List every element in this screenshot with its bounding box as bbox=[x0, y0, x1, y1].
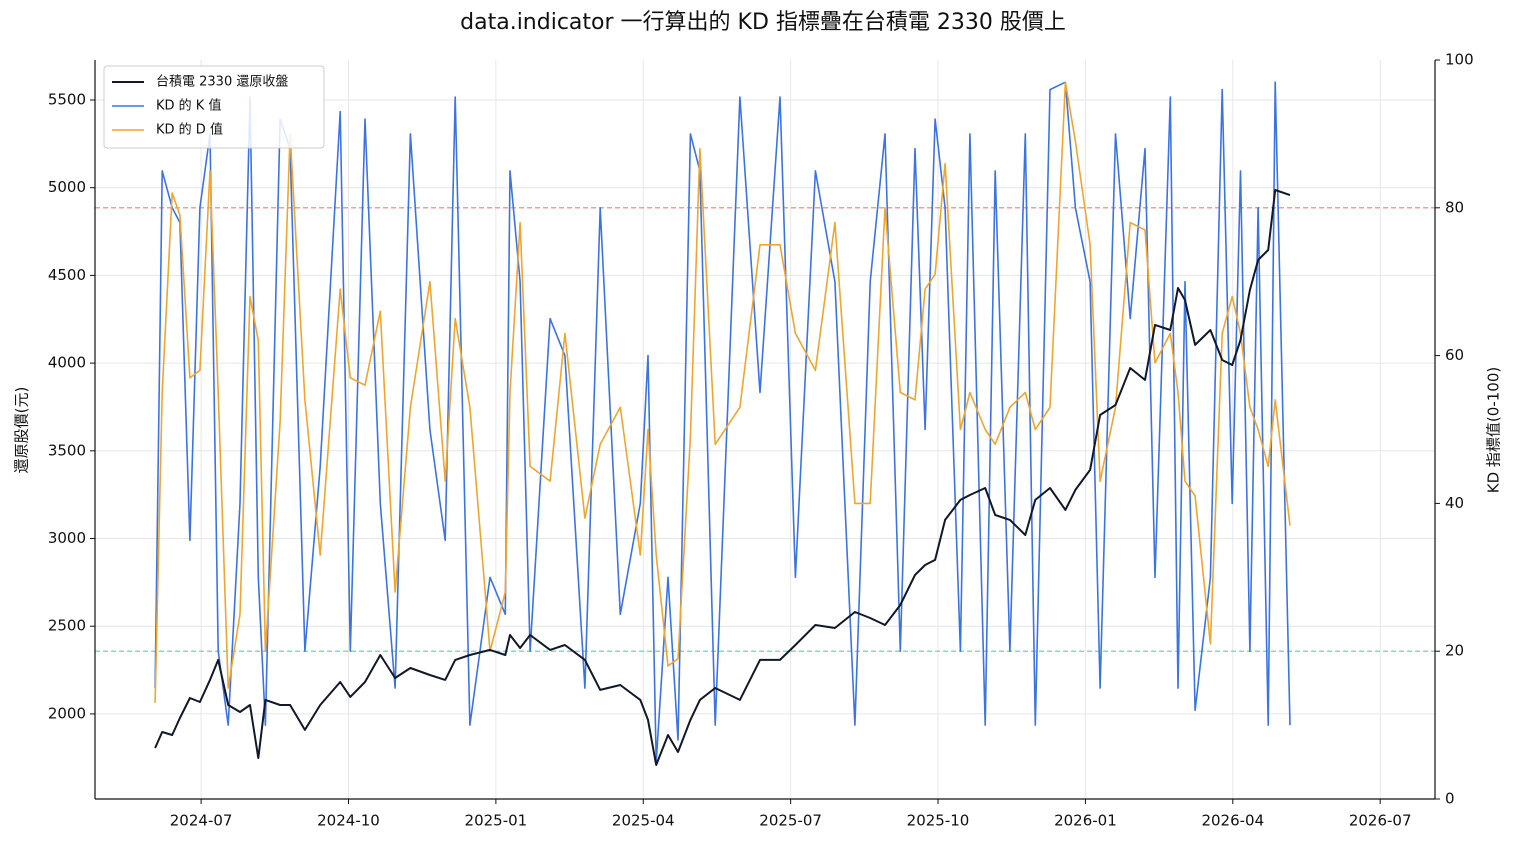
y2-tick-label: 40 bbox=[1445, 494, 1464, 512]
legend-label: 台積電 2330 還原收盤 bbox=[156, 75, 288, 90]
series-line bbox=[154, 81, 1291, 763]
legend-box bbox=[103, 65, 325, 149]
y2-tick-label: 100 bbox=[1445, 51, 1474, 69]
x-tick-label: 2026-04 bbox=[1201, 812, 1264, 830]
legend-label: KD 的 K 值 bbox=[156, 98, 221, 114]
legend-label: KD 的 D 值 bbox=[156, 122, 223, 138]
x-tick-label: 2025-10 bbox=[907, 812, 970, 830]
y2-tick-label: 0 bbox=[1445, 790, 1455, 808]
y-tick-label: 2000 bbox=[48, 704, 86, 722]
x-tick-label: 2026-07 bbox=[1349, 812, 1412, 830]
x-tick-label: 2025-01 bbox=[465, 812, 528, 830]
x-tick-label: 2025-04 bbox=[612, 812, 675, 830]
chart-title: data.indicator 一行算出的 KD 指標疊在台積電 2330 股價上 bbox=[460, 10, 1066, 35]
y-tick-label: 5500 bbox=[48, 90, 86, 108]
y-tick-label: 3500 bbox=[48, 441, 86, 459]
x-tick-label: 2024-07 bbox=[170, 812, 233, 830]
y-tick-label: 4500 bbox=[48, 266, 86, 284]
x-tick-label: 2024-10 bbox=[317, 812, 380, 830]
legend: 台積電 2330 還原收盤 KD 的 K 值 KD 的 D 值 bbox=[103, 65, 325, 149]
y-axis-label: 還原股價(元) bbox=[13, 387, 31, 474]
y-tick-label: 5000 bbox=[48, 178, 86, 196]
series-line bbox=[154, 81, 1291, 703]
series-line bbox=[154, 189, 1291, 766]
y2-tick-label: 60 bbox=[1445, 346, 1464, 364]
y2-axis-label: KD 指標值(0-100) bbox=[1485, 367, 1503, 493]
y-tick-label: 4000 bbox=[48, 354, 86, 372]
y2-tick-label: 80 bbox=[1445, 198, 1464, 216]
y2-tick-label: 20 bbox=[1445, 642, 1464, 660]
x-tick-label: 2026-01 bbox=[1054, 812, 1117, 830]
y-tick-label: 3000 bbox=[48, 529, 86, 547]
y-tick-label: 2500 bbox=[48, 617, 86, 635]
x-tick-label: 2025-07 bbox=[759, 812, 822, 830]
